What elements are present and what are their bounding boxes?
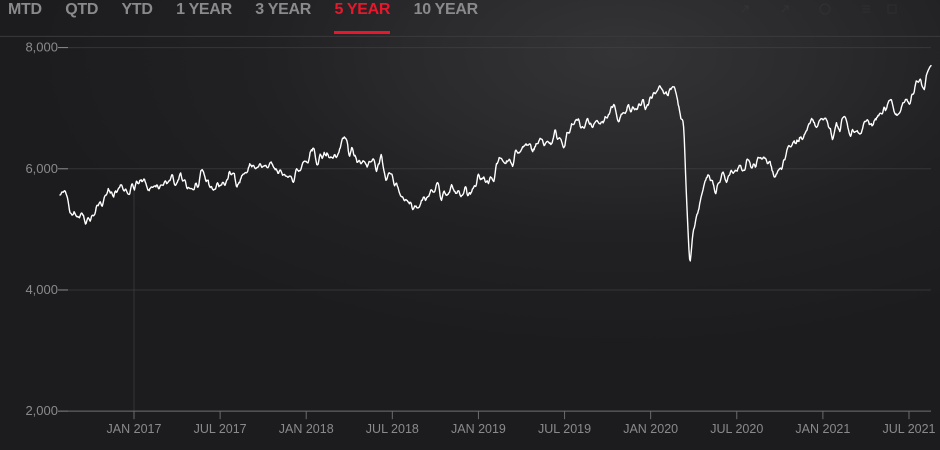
svg-text:JAN 2019: JAN 2019 <box>451 422 506 436</box>
svg-text:4,000: 4,000 <box>25 282 58 297</box>
svg-text:JAN 2021: JAN 2021 <box>795 422 850 436</box>
svg-text:8,000: 8,000 <box>25 40 58 55</box>
svg-text:6,000: 6,000 <box>25 161 58 176</box>
svg-text:2,000: 2,000 <box>25 403 58 418</box>
svg-text:JUL 2020: JUL 2020 <box>710 422 763 436</box>
svg-text:JAN 2020: JAN 2020 <box>623 422 678 436</box>
svg-text:JUL 2017: JUL 2017 <box>194 422 247 436</box>
svg-text:JUL 2021: JUL 2021 <box>882 422 935 436</box>
svg-text:JAN 2017: JAN 2017 <box>107 422 162 436</box>
svg-text:JAN 2018: JAN 2018 <box>279 422 334 436</box>
svg-text:JUL 2018: JUL 2018 <box>366 422 419 436</box>
svg-text:JUL 2019: JUL 2019 <box>538 422 591 436</box>
